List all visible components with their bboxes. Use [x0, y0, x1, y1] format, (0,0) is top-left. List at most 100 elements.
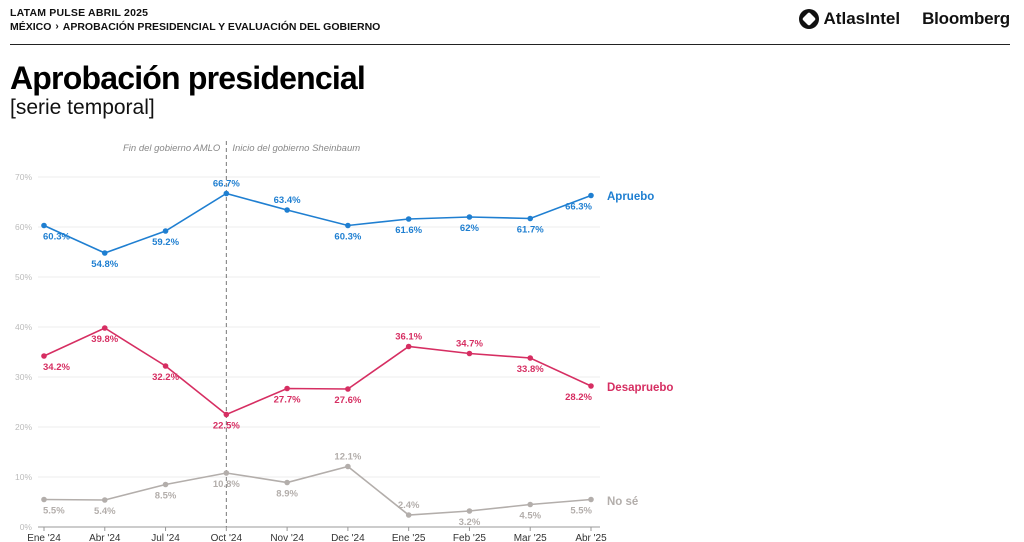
- series-name-label-no-s: No sé: [607, 496, 638, 508]
- data-point-no-s: [162, 481, 169, 488]
- data-label-no-s: 5.5%: [43, 506, 65, 517]
- data-point-no-s: [223, 470, 230, 476]
- annotation-right-label: Inicio del gobierno Sheinbaum: [232, 143, 360, 154]
- y-tick-label: 10%: [15, 472, 32, 482]
- data-point-no-s: [101, 497, 108, 503]
- data-point-desapruebo: [162, 363, 169, 369]
- header-divider: [10, 44, 1010, 45]
- data-label-apruebo: 66.3%: [565, 202, 592, 213]
- data-point-no-s: [466, 508, 473, 514]
- x-tick-label: Ene '25: [392, 533, 426, 542]
- x-tick-label: Mar '25: [514, 533, 547, 542]
- atlasintel-wordmark: AtlasIntel: [823, 9, 901, 28]
- breadcrumb-topic: APROBACIÓN PRESIDENCIAL Y EVALUACIÓN DEL…: [62, 21, 381, 33]
- data-point-apruebo: [527, 215, 534, 222]
- report-kicker: LATAM PULSE ABRIL 2025: [10, 7, 149, 19]
- series-name-label-desapruebo: Desapruebo: [607, 382, 673, 394]
- y-tick-label: 70%: [15, 172, 32, 182]
- data-label-desapruebo: 34.7%: [456, 339, 483, 350]
- data-point-desapruebo: [527, 355, 534, 361]
- bloomberg-logo: Bloomberg: [922, 9, 1010, 28]
- x-tick-label: Ene '24: [27, 533, 61, 542]
- y-tick-label: 40%: [15, 322, 32, 332]
- x-tick-label: Abr '25: [575, 533, 607, 542]
- data-point-no-s: [405, 512, 412, 518]
- data-point-desapruebo: [466, 350, 473, 357]
- data-label-desapruebo: 34.2%: [43, 362, 70, 373]
- data-label-desapruebo: 36.1%: [395, 332, 422, 343]
- data-label-no-s: 4.5%: [519, 511, 541, 522]
- data-label-apruebo: 66.7%: [213, 179, 240, 190]
- data-label-desapruebo: 33.8%: [517, 364, 544, 375]
- data-point-no-s: [41, 496, 47, 503]
- data-point-desapruebo: [405, 343, 412, 350]
- data-point-desapruebo: [345, 386, 351, 392]
- data-label-apruebo: 63.4%: [274, 195, 301, 206]
- atlasintel-logo: AtlasIntel: [798, 9, 901, 29]
- x-tick-label: Nov '24: [270, 533, 304, 542]
- y-tick-label: 60%: [15, 222, 32, 232]
- data-point-desapruebo: [101, 325, 108, 331]
- data-label-no-s: 2.4%: [398, 500, 420, 511]
- data-label-no-s: 5.4%: [94, 506, 116, 517]
- brand-logos: AtlasIntel Bloomberg: [798, 9, 1010, 29]
- data-point-apruebo: [223, 190, 230, 197]
- data-label-no-s: 5.5%: [570, 506, 592, 517]
- data-point-no-s: [284, 479, 290, 486]
- y-tick-label: 20%: [15, 422, 32, 432]
- data-label-desapruebo: 27.6%: [334, 395, 361, 406]
- data-label-apruebo: 59.2%: [152, 237, 179, 248]
- chart-title: Aprobación presidencial: [10, 60, 366, 96]
- data-label-no-s: 8.5%: [155, 491, 177, 502]
- data-point-apruebo: [284, 207, 290, 213]
- data-point-no-s: [527, 501, 534, 508]
- data-label-apruebo: 60.3%: [43, 232, 70, 243]
- chevron-right-icon: ›: [55, 21, 59, 32]
- breadcrumb: MÉXICO › APROBACIÓN PRESIDENCIAL Y EVALU…: [10, 20, 1010, 34]
- x-tick-label: Dec '24: [331, 533, 365, 542]
- data-point-apruebo: [345, 222, 351, 229]
- chart-subtitle: [serie temporal]: [10, 96, 155, 119]
- x-tick-label: Jul '24: [151, 533, 180, 542]
- atlasintel-mark-icon: [798, 9, 819, 29]
- data-label-no-s: 12.1%: [334, 452, 361, 463]
- data-label-apruebo: 61.7%: [517, 225, 544, 236]
- y-tick-label: 0%: [20, 522, 33, 532]
- data-point-apruebo: [588, 192, 594, 199]
- breadcrumb-country: MÉXICO: [10, 21, 52, 33]
- data-point-no-s: [588, 496, 594, 503]
- data-label-apruebo: 54.8%: [91, 259, 118, 270]
- data-label-desapruebo: 22.5%: [213, 421, 240, 432]
- data-label-no-s: 3.2%: [459, 517, 481, 528]
- data-point-apruebo: [101, 250, 108, 256]
- annotation-left-label: Fin del gobierno AMLO: [123, 143, 221, 154]
- data-label-no-s: 8.9%: [276, 489, 298, 500]
- data-label-desapruebo: 39.8%: [91, 334, 118, 345]
- data-point-apruebo: [466, 214, 473, 220]
- data-label-desapruebo: 27.7%: [274, 395, 301, 406]
- data-point-desapruebo: [223, 411, 230, 418]
- data-label-apruebo: 60.3%: [334, 232, 361, 243]
- series-name-label-apruebo: Apruebo: [607, 191, 654, 203]
- series-line-no-s: [43, 465, 592, 516]
- data-label-desapruebo: 32.2%: [152, 372, 179, 383]
- data-point-apruebo: [405, 216, 412, 222]
- page-header: LATAM PULSE ABRIL 2025 MÉXICO › APROBACI…: [10, 6, 1010, 46]
- x-tick-label: Abr '24: [89, 533, 121, 542]
- data-point-apruebo: [41, 222, 47, 229]
- data-point-no-s: [345, 463, 351, 470]
- x-tick-label: Oct '24: [211, 533, 243, 542]
- data-point-desapruebo: [41, 353, 47, 359]
- x-tick-label: Feb '25: [453, 533, 486, 542]
- data-point-desapruebo: [588, 383, 594, 389]
- series-line-desapruebo: [43, 327, 592, 416]
- data-point-apruebo: [162, 228, 169, 234]
- data-point-desapruebo: [284, 385, 290, 392]
- series-line-apruebo: [43, 192, 592, 254]
- data-label-apruebo: 62%: [460, 223, 480, 234]
- data-label-apruebo: 61.6%: [395, 225, 422, 236]
- data-label-desapruebo: 28.2%: [565, 392, 592, 403]
- y-tick-label: 30%: [15, 372, 32, 382]
- y-tick-label: 50%: [15, 272, 32, 282]
